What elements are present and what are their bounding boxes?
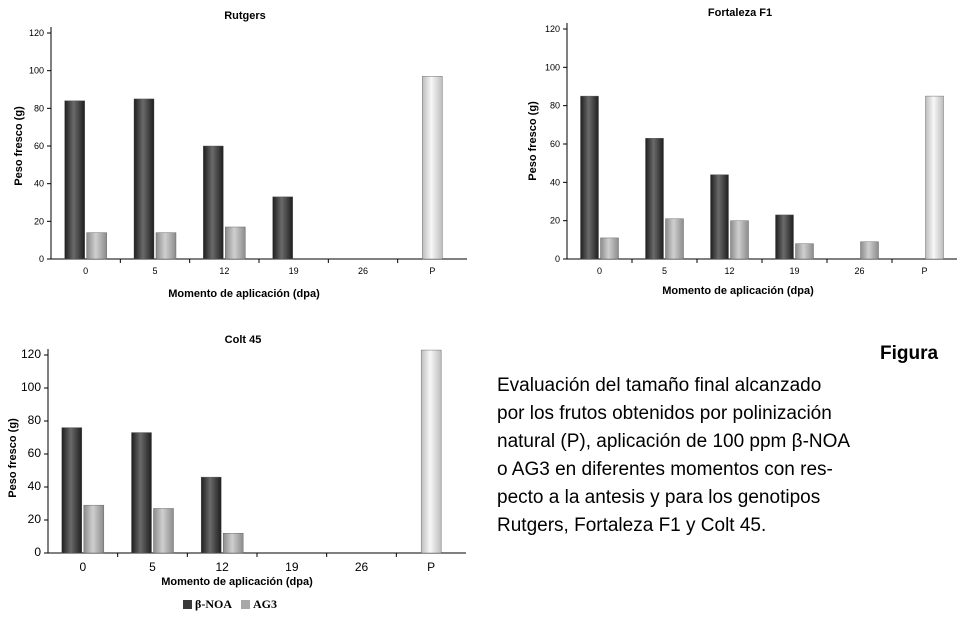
x-tick-label: 5 bbox=[662, 266, 667, 276]
x-axis-label: Momento de aplicación (dpa) bbox=[662, 285, 814, 297]
y-tick-label: 60 bbox=[28, 446, 42, 460]
y-tick-label: 60 bbox=[550, 139, 560, 149]
y-axis-label: Peso fresco (g) bbox=[527, 101, 539, 181]
chart-title: Rutgers bbox=[224, 10, 266, 22]
y-tick-label: 0 bbox=[555, 254, 560, 264]
bar-ag3 bbox=[860, 241, 879, 260]
bar-ag3 bbox=[86, 232, 107, 260]
figure-caption-title: Figura bbox=[880, 343, 939, 364]
x-tick-label: 12 bbox=[215, 560, 229, 574]
legend-label-ag3: AG3 bbox=[252, 597, 277, 611]
x-tick-label: 26 bbox=[854, 266, 864, 276]
bar-polinizacion bbox=[420, 349, 442, 554]
bar-beta-noa bbox=[775, 214, 794, 260]
bar-beta-noa bbox=[133, 98, 155, 260]
y-tick-label: 40 bbox=[550, 177, 560, 187]
bar-beta-noa bbox=[64, 100, 85, 260]
x-axis-label: Momento de aplicación (dpa) bbox=[161, 576, 313, 588]
legend: β-NOA AG3 bbox=[183, 597, 277, 612]
x-tick-label: P bbox=[429, 266, 435, 276]
x-tick-label: 12 bbox=[219, 266, 229, 276]
legend-swatch-beta-noa bbox=[183, 600, 192, 609]
y-tick-label: 80 bbox=[34, 103, 44, 113]
x-tick-label: 5 bbox=[152, 266, 157, 276]
bar-ag3 bbox=[225, 226, 246, 260]
y-tick-label: 0 bbox=[39, 254, 44, 264]
chart-title: Fortaleza F1 bbox=[708, 7, 772, 19]
bar-beta-noa bbox=[710, 174, 729, 260]
x-tick-label: 0 bbox=[83, 266, 88, 276]
x-tick-label: 12 bbox=[724, 266, 734, 276]
y-tick-label: 120 bbox=[21, 347, 41, 361]
y-tick-label: 60 bbox=[34, 141, 44, 151]
bar-beta-noa bbox=[272, 196, 293, 260]
bar-beta-noa bbox=[200, 476, 222, 554]
bar-polinizacion bbox=[422, 76, 443, 260]
bar-beta-noa bbox=[580, 95, 599, 260]
y-tick-label: 40 bbox=[28, 479, 42, 493]
bar-ag3 bbox=[83, 504, 105, 554]
chart-svg: Rutgers 0 20 40 60 80 100 120 0 5 12 19 26 P Momento d… bbox=[13, 10, 467, 300]
bar-ag3 bbox=[153, 508, 174, 554]
x-tick-label: 19 bbox=[285, 560, 299, 574]
bar-ag3 bbox=[665, 218, 684, 260]
x-tick-label: 19 bbox=[289, 266, 299, 276]
bar-ag3 bbox=[795, 243, 814, 260]
y-tick-label: 40 bbox=[34, 179, 44, 189]
y-tick-label: 0 bbox=[34, 545, 41, 559]
x-tick-label: 5 bbox=[149, 560, 156, 574]
bar-ag3 bbox=[155, 232, 177, 260]
chart-title: Colt 45 bbox=[225, 334, 262, 346]
x-tick-label: 26 bbox=[355, 560, 369, 574]
y-axis-label: Peso fresco (g) bbox=[13, 106, 25, 186]
bar-ag3 bbox=[222, 532, 244, 554]
y-axis-label: Peso fresco (g) bbox=[7, 418, 19, 498]
y-tick-label: 20 bbox=[34, 216, 44, 226]
x-tick-label: P bbox=[427, 560, 435, 574]
x-tick-label: 0 bbox=[597, 266, 602, 276]
chart-colt-45: Colt 45 0 20 40 60 80 100 120 0 5 12 19 26 P Momento d… bbox=[0, 328, 470, 618]
y-tick-label: 100 bbox=[545, 62, 560, 72]
y-tick-label: 120 bbox=[545, 24, 560, 34]
y-tick-label: 20 bbox=[28, 512, 42, 526]
bar-beta-noa bbox=[61, 427, 83, 554]
bar-beta-noa bbox=[131, 432, 152, 554]
bar-beta-noa bbox=[203, 145, 224, 260]
y-tick-label: 100 bbox=[29, 66, 44, 76]
bar-ag3 bbox=[600, 237, 619, 260]
chart-rutgers: Rutgers 0 20 40 60 80 100 120 0 5 12 19 26 P Momento d… bbox=[0, 0, 470, 305]
legend-swatch-ag3 bbox=[240, 600, 250, 609]
y-tick-label: 100 bbox=[21, 380, 41, 394]
y-tick-label: 20 bbox=[550, 216, 560, 226]
bar-polinizacion bbox=[925, 95, 944, 260]
y-tick-label: 80 bbox=[550, 101, 560, 111]
x-axis-label: Momento de aplicación (dpa) bbox=[168, 288, 320, 300]
y-tick-label: 80 bbox=[28, 413, 42, 427]
x-tick-label: 26 bbox=[358, 266, 368, 276]
bar-ag3 bbox=[730, 220, 749, 260]
bar-beta-noa bbox=[645, 138, 664, 260]
figure-caption-text: Evaluación del tamaño final alcanzado po… bbox=[497, 375, 851, 536]
chart-svg: Colt 45 0 20 40 60 80 100 120 0 5 12 19 26 P Momento d… bbox=[7, 334, 466, 588]
chart-svg: Fortaleza F1 0 20 40 60 80 100 120 0 5 12 19 26 P Mome… bbox=[527, 7, 957, 297]
x-tick-label: 0 bbox=[79, 560, 86, 574]
legend-label-beta-noa: β-NOA bbox=[195, 597, 232, 611]
chart-fortaleza-f1: Fortaleza F1 0 20 40 60 80 100 120 0 5 12 19 26 P Mome… bbox=[505, 0, 959, 300]
x-tick-label: P bbox=[921, 266, 927, 276]
y-tick-label: 120 bbox=[29, 28, 44, 38]
x-tick-label: 19 bbox=[789, 266, 799, 276]
